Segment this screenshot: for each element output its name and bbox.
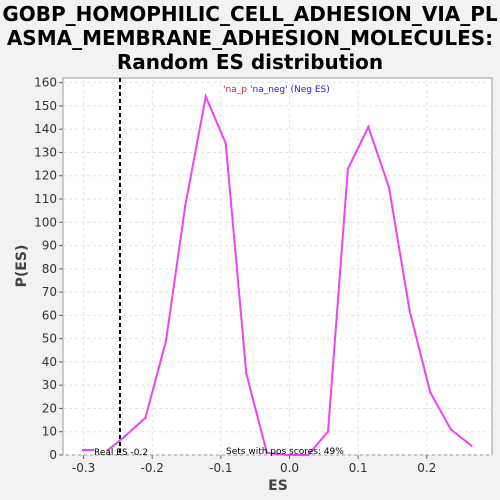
y-tick-label: 50 <box>42 332 57 346</box>
chart-title: GOBP_HOMOPHILIC_CELL_ADHESION_VIA_PL ASM… <box>0 2 500 74</box>
data-point <box>106 449 109 452</box>
y-tick-label: 10 <box>42 425 57 439</box>
legend-real-es: Real ES -0.2 <box>94 448 148 458</box>
x-ticks: -0.3 -0.2 -0.1 0.0 0.1 0.2 <box>72 455 436 475</box>
y-tick-label: 0 <box>49 448 57 462</box>
data-point <box>367 125 370 129</box>
data-point <box>326 430 330 433</box>
y-tick-label: 60 <box>42 308 57 322</box>
y-tick-label: 160 <box>34 76 57 90</box>
y-tick-label: 110 <box>34 192 57 206</box>
annotation-na-pos: 'na_p <box>223 85 247 95</box>
x-axis-label: ES <box>268 478 288 494</box>
y-ticks: 0 10 20 30 40 50 60 70 80 90 100 110 120 130 140 150 160 <box>34 76 63 462</box>
chart-title-line-1: GOBP_HOMOPHILIC_CELL_ADHESION_VIA_PL <box>2 2 498 26</box>
y-tick-label: 30 <box>42 378 57 392</box>
data-point <box>265 451 269 454</box>
y-tick-label: 120 <box>34 169 57 183</box>
y-tick-label: 150 <box>34 99 57 113</box>
data-point <box>306 453 310 457</box>
data-point <box>224 141 227 145</box>
y-tick-label: 100 <box>34 215 57 229</box>
chart-title-line-3: Random ES distribution <box>116 50 384 74</box>
x-tick-label: -0.1 <box>209 461 232 475</box>
y-tick-label: 40 <box>42 355 57 369</box>
grid-lines <box>63 78 492 456</box>
pos-scores-text: Sets with pos scores: 49% <box>226 447 344 457</box>
x-tick-label: 0.2 <box>417 461 436 475</box>
data-point <box>123 435 126 438</box>
data-point <box>408 309 411 312</box>
y-tick-label: 90 <box>42 239 57 253</box>
plot-area <box>62 77 493 456</box>
data-point <box>346 167 350 170</box>
x-tick-label: -0.2 <box>141 461 164 475</box>
x-tick-label: -0.3 <box>72 461 95 475</box>
y-tick-label: 70 <box>42 285 57 299</box>
data-point <box>164 339 168 343</box>
data-point <box>144 416 147 419</box>
data-point <box>449 428 453 431</box>
data-point <box>245 372 248 375</box>
data-point <box>204 95 207 98</box>
data-point <box>286 453 289 457</box>
y-tick-label: 20 <box>42 401 57 415</box>
y-tick-label: 140 <box>34 122 57 136</box>
y-axis-label: P(ES) <box>14 245 30 288</box>
x-tick-label: 0.0 <box>280 461 299 475</box>
data-point <box>387 186 391 189</box>
es-distribution-points <box>106 95 473 457</box>
annotation-na-neg: 'na_neg' (Neg ES) <box>250 85 330 95</box>
y-tick-label: 130 <box>34 145 57 159</box>
data-point <box>183 204 187 208</box>
y-tick-label: 80 <box>42 262 57 276</box>
x-tick-label: 0.1 <box>349 461 368 475</box>
data-point <box>429 390 432 394</box>
chart-title-line-2: ASMA_MEMBRANE_ADHESION_MOLECULES: <box>6 26 494 50</box>
data-point <box>470 444 473 447</box>
